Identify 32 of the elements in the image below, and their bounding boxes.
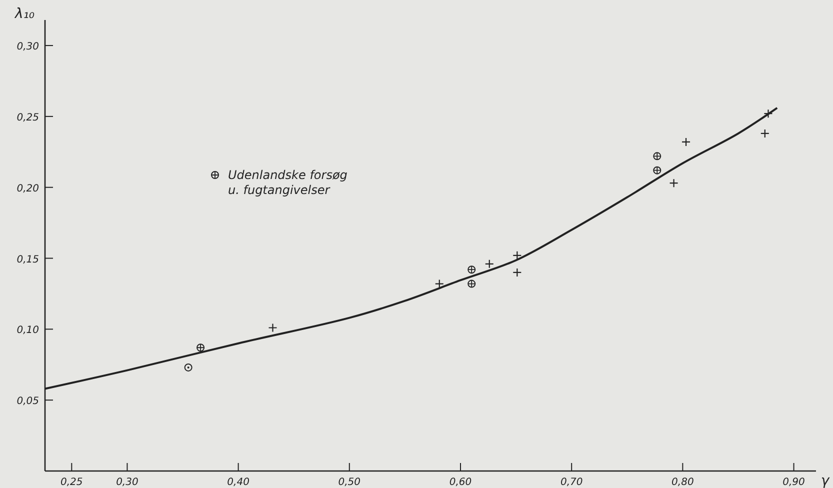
point [669, 178, 678, 188]
point [764, 109, 773, 118]
point [760, 128, 770, 138]
y-tick-label: 0,05 [16, 396, 39, 408]
x-tick-label: 0,70 [560, 477, 583, 488]
x-tick-label: 0,30 [116, 477, 138, 488]
y-tick-label: 0,20 [16, 183, 39, 194]
point [653, 166, 662, 174]
x-tick-label: 0,50 [338, 477, 361, 488]
point [512, 268, 522, 277]
point [468, 266, 476, 274]
x-tick-label: 0,25 [60, 477, 83, 488]
point [512, 250, 522, 260]
point [268, 323, 278, 332]
point [196, 344, 205, 352]
point [484, 259, 494, 268]
legend-label: Udenlandske forsøg u. fugtangivelser [228, 168, 348, 197]
x-tick-label: 0,80 [672, 477, 694, 488]
y-tick-label: 0,15 [16, 254, 39, 266]
x-tick-label: 0,90 [782, 477, 805, 488]
point [468, 280, 476, 288]
point [653, 152, 662, 160]
x-tick-label: 0,60 [449, 477, 472, 488]
point [184, 363, 192, 372]
x-axis-title: γ [820, 473, 830, 488]
point [681, 137, 691, 147]
y-axis-title: λ₁₀ [14, 6, 35, 22]
x-tick-label: 0,40 [227, 477, 250, 488]
y-tick-label: 0,30 [16, 42, 39, 53]
y-tick-label: 0,10 [16, 325, 39, 336]
point [434, 279, 444, 288]
y-tick-label: 0,25 [16, 112, 39, 124]
